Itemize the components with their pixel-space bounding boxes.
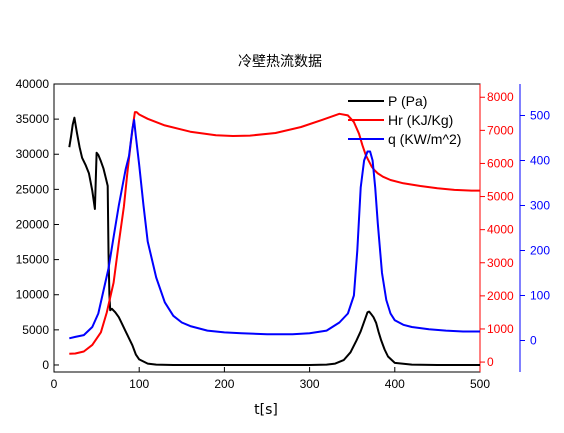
right-hr-tick-label: 7000 <box>487 123 514 137</box>
legend-label: P (Pa) <box>388 93 427 109</box>
series-line-q <box>69 119 480 340</box>
left-tick-label: 30000 <box>16 147 50 161</box>
x-tick-label: 100 <box>129 377 149 391</box>
right-hr-tick-label: 2000 <box>487 289 514 303</box>
right-hr-tick-label: 6000 <box>487 156 514 170</box>
chart-title: 冷壁热流数据 <box>238 54 322 70</box>
x-axis-label: t[s] <box>254 402 278 418</box>
right-hr-tick-label: 1000 <box>487 322 514 336</box>
right-hr-tick-label: 4000 <box>487 223 514 237</box>
x-tick-label: 200 <box>214 377 234 391</box>
legend-label: Hr (KJ/Kg) <box>388 112 453 128</box>
series-line-p <box>68 116 480 366</box>
left-tick-label: 25000 <box>16 182 50 196</box>
right-hr-tick-label: 0 <box>487 355 494 369</box>
right-hr-tick-label: 8000 <box>487 90 514 104</box>
left-tick-label: 10000 <box>16 288 50 302</box>
x-tick-label: 300 <box>300 377 320 391</box>
right-q-tick-label: 0 <box>530 334 537 348</box>
right-q-tick-label: 400 <box>530 154 550 168</box>
right-q-tick-label: 500 <box>530 109 550 123</box>
x-tick-label: 400 <box>385 377 405 391</box>
left-tick-label: 5000 <box>22 323 49 337</box>
right-hr-tick-label: 3000 <box>487 256 514 270</box>
left-tick-label: 0 <box>42 358 49 372</box>
right-hr-tick-label: 5000 <box>487 190 514 204</box>
left-tick-label: 40000 <box>16 77 50 91</box>
left-tick-label: 20000 <box>16 217 50 231</box>
legend: P (Pa) Hr (KJ/Kg) q (KW/m^2) <box>348 93 461 147</box>
series-group <box>68 111 480 366</box>
legend-label: q (KW/m^2) <box>388 131 461 147</box>
left-tick-label: 35000 <box>16 112 50 126</box>
right-q-tick-label: 100 <box>530 289 550 303</box>
series-line-hr <box>69 111 480 355</box>
x-tick-label: 500 <box>470 377 490 391</box>
right-q-tick-label: 200 <box>530 244 550 258</box>
axes-group: 0 100 200 300 400 500050001000015000200002500… <box>16 77 551 391</box>
right-q-tick-label: 300 <box>530 199 550 213</box>
x-tick-label: 0 <box>51 377 58 391</box>
left-tick-label: 15000 <box>16 253 50 267</box>
